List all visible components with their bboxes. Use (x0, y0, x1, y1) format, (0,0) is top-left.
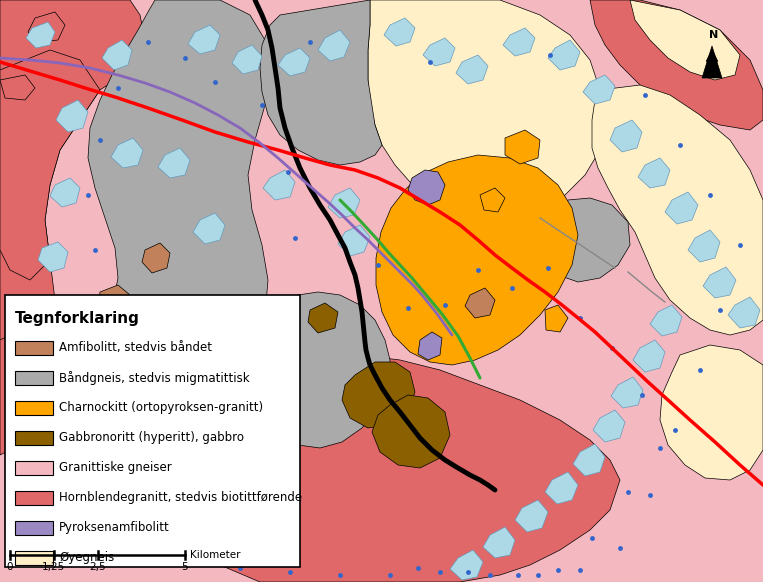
Text: Tegnforklaring: Tegnforklaring (15, 311, 140, 326)
Polygon shape (538, 198, 630, 282)
Text: Båndgneis, stedvis migmatittisk: Båndgneis, stedvis migmatittisk (59, 371, 250, 385)
Polygon shape (158, 148, 190, 178)
Polygon shape (688, 230, 720, 262)
Polygon shape (545, 472, 578, 504)
Polygon shape (0, 0, 145, 440)
Polygon shape (0, 50, 100, 280)
Text: Granittiske gneiser: Granittiske gneiser (59, 462, 172, 474)
Polygon shape (515, 500, 548, 532)
Polygon shape (633, 340, 665, 372)
Polygon shape (111, 138, 143, 168)
Polygon shape (195, 355, 620, 582)
Polygon shape (418, 332, 442, 360)
Text: N: N (710, 30, 719, 40)
Polygon shape (142, 243, 170, 273)
Polygon shape (465, 288, 495, 318)
Polygon shape (592, 85, 763, 335)
Polygon shape (102, 40, 132, 70)
Text: Pyroksenamfibolitt: Pyroksenamfibolitt (59, 521, 169, 534)
Polygon shape (56, 100, 88, 132)
Text: Øyegneis: Øyegneis (59, 552, 114, 565)
Polygon shape (593, 410, 625, 442)
Polygon shape (590, 0, 763, 130)
Bar (15, 431, 53, 445)
Polygon shape (161, 300, 193, 332)
Polygon shape (50, 178, 80, 207)
Polygon shape (260, 0, 382, 165)
Polygon shape (483, 527, 515, 558)
Polygon shape (545, 305, 568, 332)
Text: 2,5: 2,5 (89, 562, 106, 572)
Bar (5, 295, 300, 567)
Polygon shape (342, 362, 415, 428)
Bar (15, 461, 53, 475)
Polygon shape (694, 192, 728, 228)
Text: 0: 0 (7, 562, 13, 572)
Text: Amfibolitt, stedvis båndet: Amfibolitt, stedvis båndet (59, 342, 212, 354)
Polygon shape (0, 320, 65, 455)
Text: 1,25: 1,25 (42, 562, 66, 572)
Polygon shape (384, 18, 415, 46)
Text: Gabbronoritt (hyperitt), gabbro: Gabbronoritt (hyperitt), gabbro (59, 431, 244, 445)
Polygon shape (610, 120, 642, 152)
Polygon shape (660, 345, 763, 480)
Polygon shape (450, 550, 483, 580)
Polygon shape (665, 192, 698, 224)
Polygon shape (456, 55, 488, 84)
Polygon shape (248, 292, 390, 448)
Polygon shape (193, 213, 225, 244)
Polygon shape (728, 297, 760, 328)
Polygon shape (573, 444, 605, 476)
Polygon shape (278, 48, 310, 76)
Polygon shape (65, 388, 98, 418)
Polygon shape (408, 170, 445, 205)
Polygon shape (423, 38, 455, 66)
Polygon shape (188, 25, 220, 54)
Polygon shape (638, 158, 670, 188)
Text: 5: 5 (182, 562, 188, 572)
Bar (15, 401, 53, 415)
Polygon shape (26, 22, 55, 48)
Polygon shape (548, 40, 580, 70)
Bar (15, 491, 53, 505)
Polygon shape (318, 30, 350, 61)
Polygon shape (368, 0, 605, 222)
Polygon shape (88, 0, 270, 418)
Polygon shape (703, 267, 736, 298)
Polygon shape (38, 242, 68, 272)
Polygon shape (338, 225, 370, 256)
Polygon shape (505, 130, 540, 164)
Polygon shape (630, 0, 740, 80)
Polygon shape (78, 328, 110, 358)
Polygon shape (98, 285, 130, 318)
Polygon shape (263, 170, 295, 200)
Bar (15, 371, 53, 385)
Polygon shape (640, 145, 675, 180)
Polygon shape (718, 252, 755, 290)
Polygon shape (583, 75, 615, 104)
Polygon shape (611, 377, 643, 408)
Polygon shape (650, 305, 682, 336)
Polygon shape (376, 155, 578, 365)
Polygon shape (372, 395, 450, 468)
Bar (15, 551, 53, 565)
Text: Charnockitt (ortopyroksen-granitt): Charnockitt (ortopyroksen-granitt) (59, 402, 263, 414)
Polygon shape (308, 303, 338, 333)
Polygon shape (28, 12, 65, 42)
Polygon shape (480, 188, 505, 212)
Bar (15, 521, 53, 535)
Polygon shape (232, 45, 262, 74)
Text: Hornblendegranitt, stedvis biotittførende: Hornblendegranitt, stedvis biotittførend… (59, 492, 302, 505)
Text: Kilometer: Kilometer (190, 550, 240, 560)
Polygon shape (328, 188, 360, 218)
Polygon shape (503, 28, 535, 56)
Polygon shape (0, 75, 35, 100)
Bar (15, 341, 53, 355)
Polygon shape (702, 46, 722, 78)
